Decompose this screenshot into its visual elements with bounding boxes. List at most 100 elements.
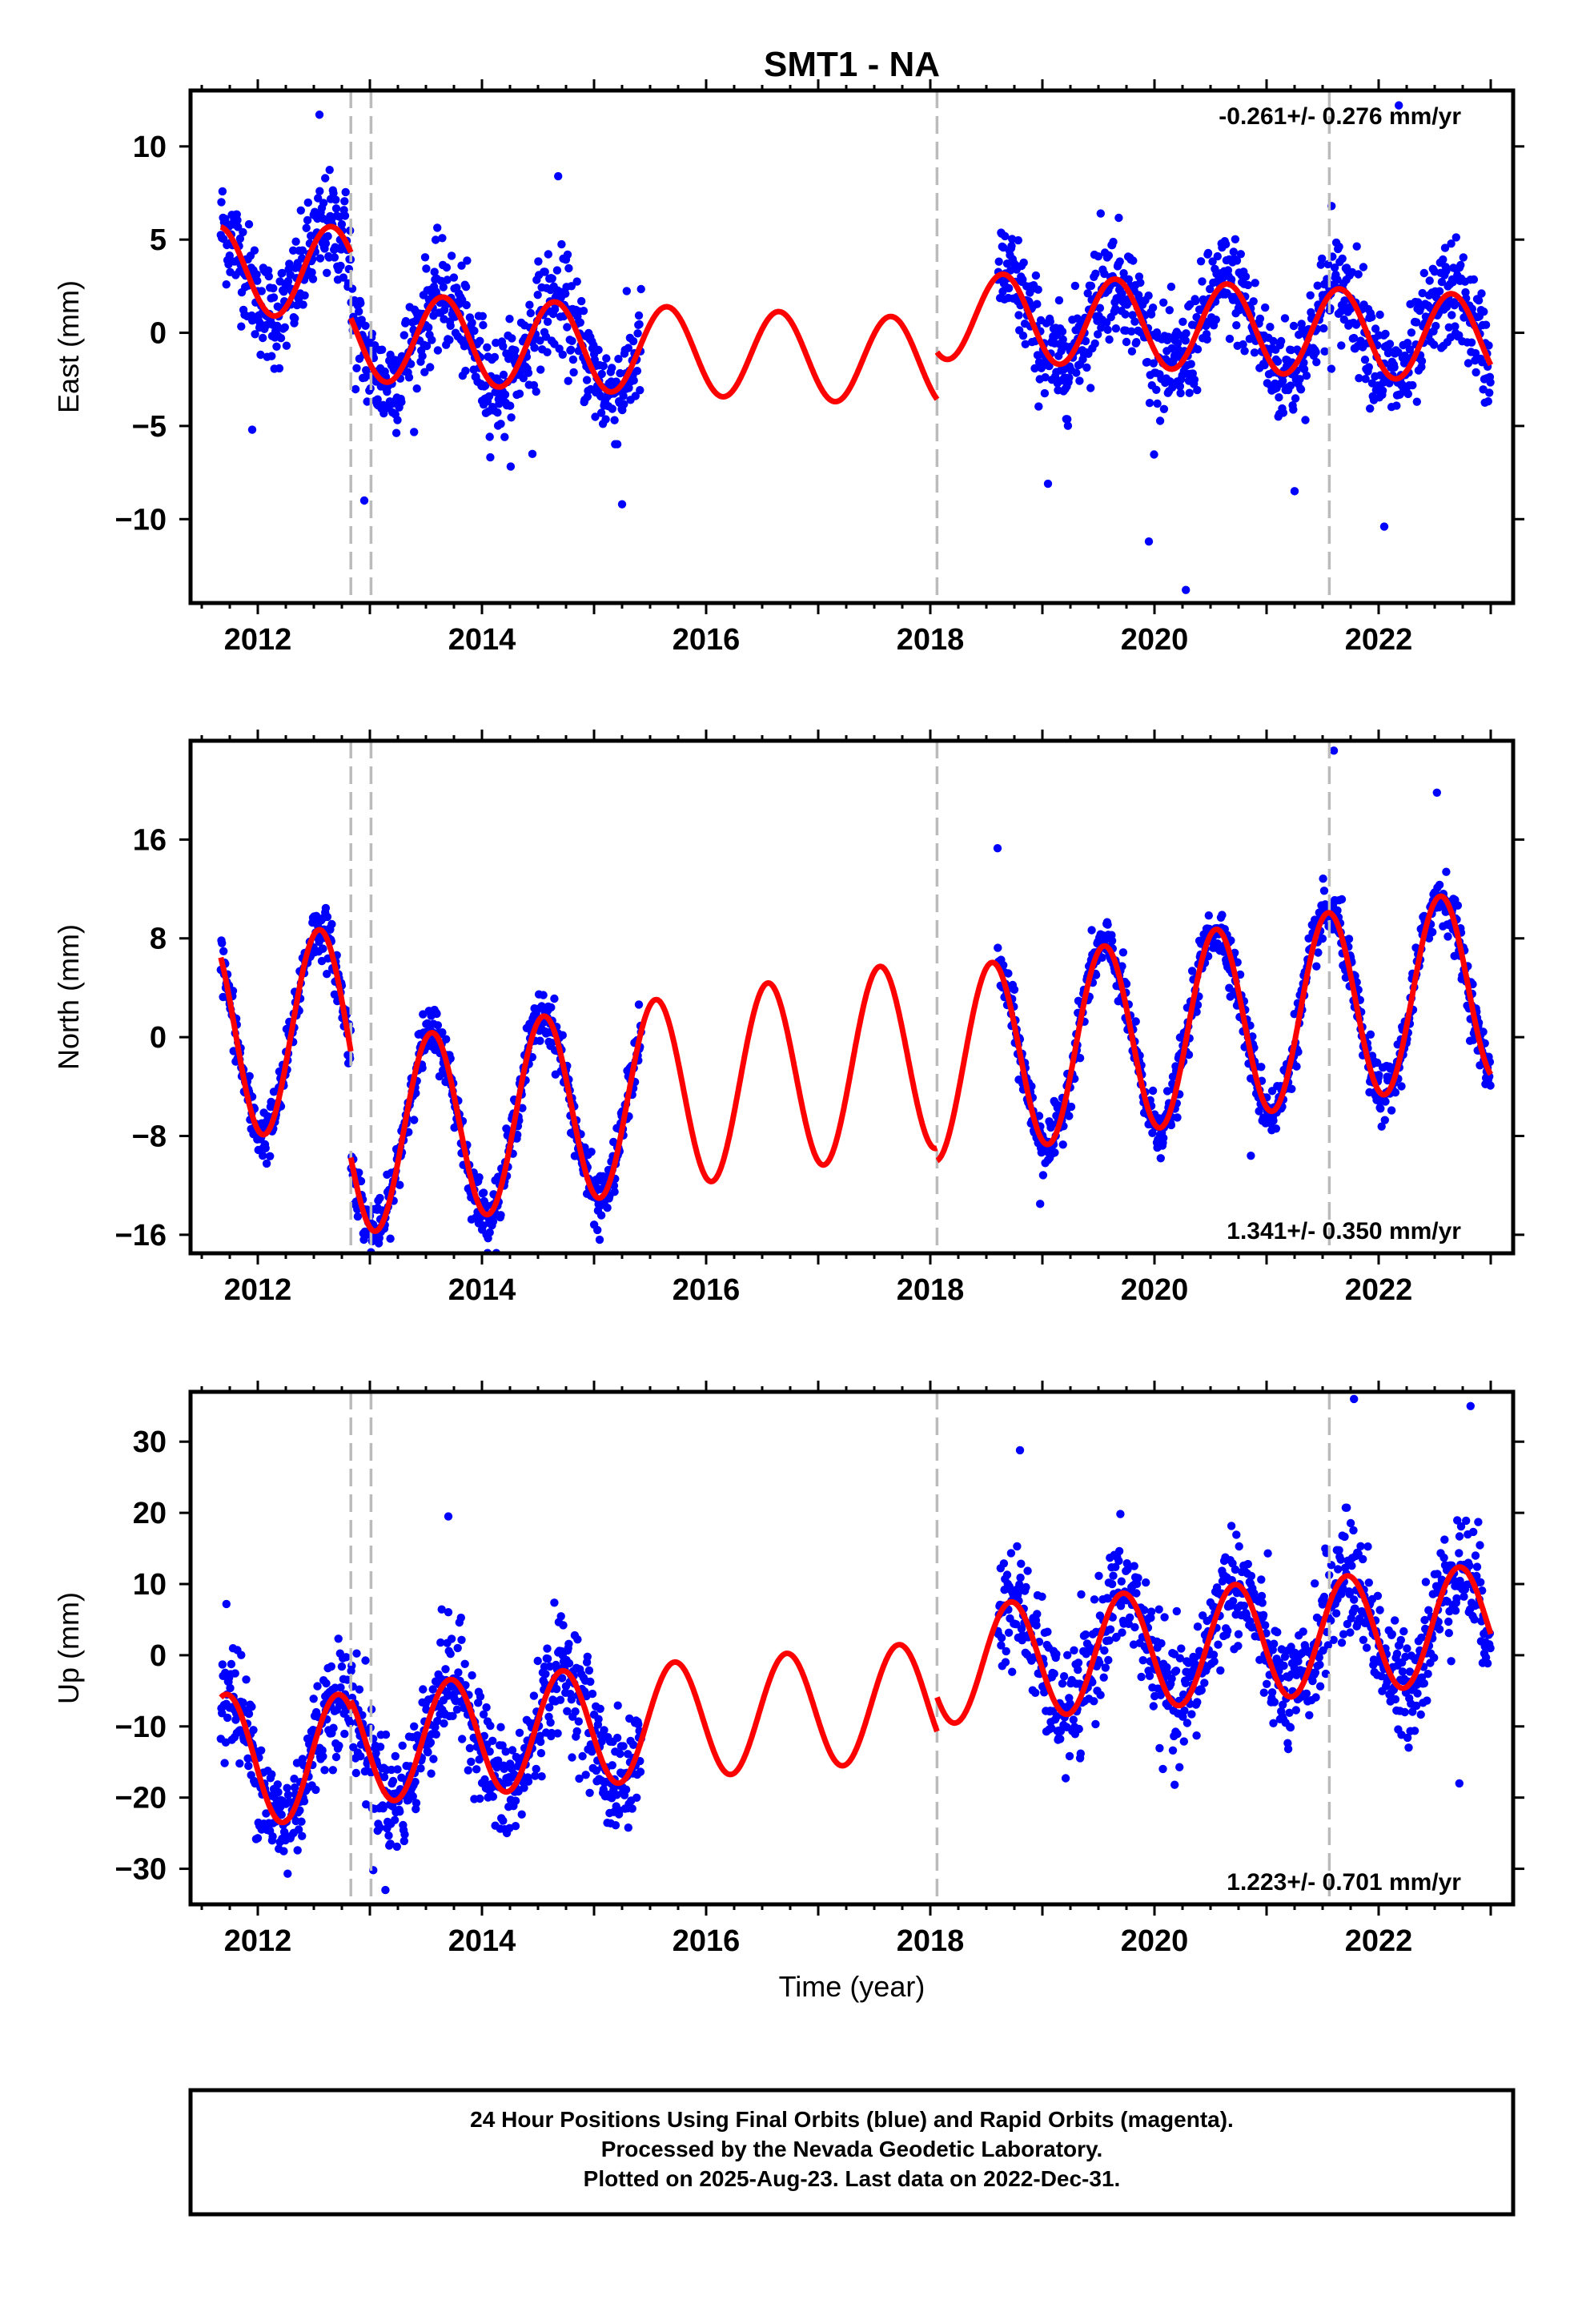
data-point [464,1766,472,1775]
data-point [508,334,516,343]
data-point [1397,1082,1406,1091]
data-point [259,333,267,343]
data-point [548,274,556,283]
data-point [1203,248,1213,258]
data-point [1090,1595,1099,1604]
data-point [381,1730,391,1739]
data-point [1130,317,1139,326]
data-point [1259,1610,1268,1620]
data-point [1074,1724,1083,1734]
data-point [1004,1628,1014,1638]
data-point [1381,329,1390,339]
data-point [1109,237,1118,247]
data-point [1480,308,1488,316]
x-tick-label: 2014 [448,1273,516,1307]
data-point [558,350,567,359]
data-point [1259,1688,1269,1697]
data-point [267,352,276,360]
data-point [1375,310,1384,320]
data-point [433,1716,442,1726]
data-point [1160,1613,1169,1622]
x-tick-label: 2014 [448,623,516,657]
data-point [251,330,259,339]
data-point [1241,272,1251,281]
data-point [576,318,584,327]
data-point [1295,375,1304,384]
data-point [291,1783,299,1792]
data-point [1114,1556,1123,1566]
data-point [412,384,421,393]
data-point [299,300,307,309]
data-point [1352,242,1361,251]
data-point [547,1728,556,1738]
data-point [564,263,573,273]
data-point [1419,268,1429,278]
data-point [458,1735,467,1743]
data-point [567,1695,576,1704]
data-point [1187,967,1197,975]
data-point [1145,1671,1154,1680]
data-point [632,1793,641,1802]
data-point [524,1777,533,1786]
data-point [398,1741,407,1750]
data-point [266,1152,275,1161]
data-point [443,275,452,284]
data-point [335,1741,343,1751]
data-point [1191,296,1200,306]
data-point [1340,1532,1349,1542]
data-point [420,253,430,262]
data-point [1350,333,1359,343]
data-point [1341,973,1351,983]
data-point [1107,936,1117,946]
data-point [1280,314,1290,323]
data-point [634,311,644,320]
data-point [1058,327,1067,336]
data-point [474,1699,483,1707]
data-point [1119,269,1128,278]
data-point [1013,1542,1022,1551]
data-point [1058,335,1067,344]
data-point [1390,363,1399,372]
data-point [1181,336,1191,345]
data-point [291,314,299,323]
series-final-points [216,1394,1495,1895]
data-point [1117,1577,1126,1586]
data-point [239,1698,247,1707]
data-point [342,1653,351,1662]
data-point [274,1787,283,1797]
data-point [624,344,632,352]
x-tick-label: 2018 [897,1273,965,1307]
data-point [418,1063,427,1072]
data-point [543,1644,552,1653]
data-point [620,400,628,408]
data-point [231,1669,239,1678]
model-curve-segment-2 [934,271,1494,382]
data-point [1435,287,1444,296]
x-tick-label: 2020 [1121,623,1189,657]
data-point [575,1774,584,1783]
data-point [362,1800,371,1809]
data-point [1392,401,1401,410]
data-point [323,268,331,277]
data-point [1129,256,1138,265]
data-point-outlier [595,1235,604,1244]
data-point [456,1613,465,1622]
data-point [481,381,490,390]
data-point [263,1112,272,1121]
data-point [532,387,540,396]
data-point [220,1759,229,1767]
data-point [343,1675,351,1684]
data-point [629,376,638,385]
data-point-outlier [1144,537,1154,546]
data-point [319,199,328,207]
data-point [1335,242,1343,251]
data-point [1270,1639,1279,1648]
data-point [1179,1737,1189,1746]
data-point [1018,332,1028,340]
data-point [1104,251,1114,260]
data-point [269,283,278,293]
data-point-outlier [1290,487,1299,496]
data-point [1076,1749,1086,1758]
data-point [1065,1112,1074,1120]
data-point [1366,404,1375,413]
